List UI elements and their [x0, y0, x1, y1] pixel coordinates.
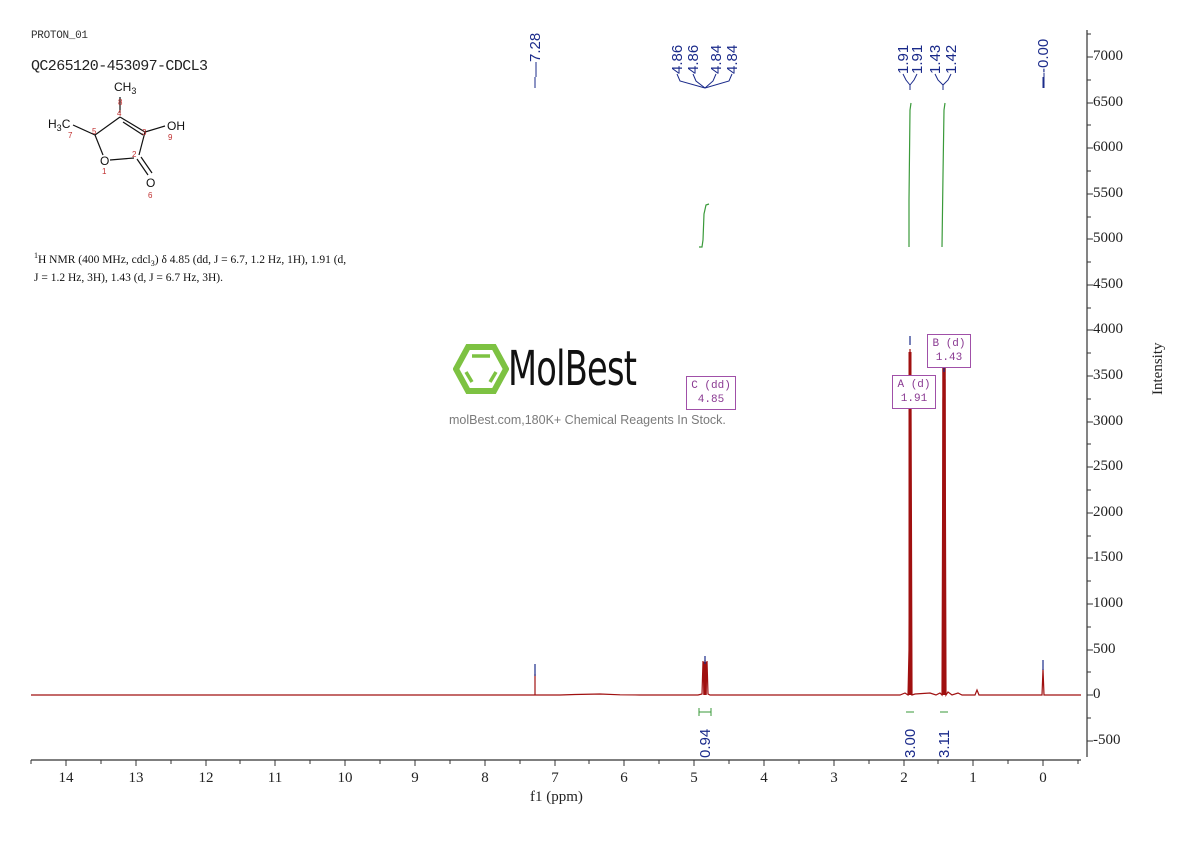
- y-tick-label: 7000: [1093, 48, 1123, 64]
- x-tick-label: 0: [1039, 770, 1047, 786]
- integral-label: 3.00: [902, 728, 919, 758]
- x-tick-label: 10: [337, 770, 353, 786]
- x-tick-label: 14: [58, 770, 74, 786]
- experiment-name: PROTON_01: [31, 30, 88, 42]
- isotope-superscript: 1: [34, 251, 38, 260]
- x-axis-ticks: [30, 760, 1079, 766]
- sample-id: QC265120-453097-CDCL3: [31, 58, 208, 75]
- x-axis-label: f1 (ppm): [530, 789, 583, 805]
- integral-label: 0.94: [697, 728, 714, 758]
- peak-markers: [534, 336, 1044, 676]
- peak-label: 4.84: [708, 44, 725, 74]
- x-tick-label: 2: [900, 770, 908, 786]
- y-tick-label: 6000: [1093, 139, 1123, 155]
- x-tick-label: 11: [267, 770, 283, 786]
- peak-label: 4.86: [685, 44, 702, 74]
- nmr-desc-part1: H NMR (400 MHz, cdcl: [38, 253, 151, 266]
- peak-label: 1.43: [927, 44, 944, 74]
- integral-curves: [699, 102, 946, 248]
- y-tick-label: 5000: [1093, 230, 1123, 246]
- watermark-brand: MolBest: [508, 341, 637, 397]
- integral-label: 3.11: [936, 729, 953, 758]
- peak-label: 4.84: [724, 44, 741, 74]
- svg-text:7: 7: [68, 131, 73, 140]
- nmr-description: 1H NMR (400 MHz, cdcl3) δ 4.85 (dd, J = …: [34, 248, 424, 286]
- x-tick-label: 3: [830, 770, 838, 786]
- spectrum-trace: [31, 348, 1081, 697]
- y-tick-label: 0: [1093, 686, 1101, 702]
- svg-text:O: O: [100, 154, 109, 168]
- nmr-desc-line2: J = 1.2 Hz, 3H), 1.43 (d, J = 6.7 Hz, 3H…: [34, 272, 223, 285]
- x-tick-label: 6: [620, 770, 628, 786]
- x-tick-label: 9: [411, 770, 419, 786]
- svg-text:O: O: [146, 176, 155, 190]
- y-axis-ticks: [1087, 33, 1093, 742]
- svg-text:CH3: CH3: [114, 80, 136, 96]
- nmr-desc-part2: ) δ 4.85 (dd, J = 6.7, 1.2 Hz, 1H), 1.91…: [154, 253, 347, 266]
- y-tick-label: 2000: [1093, 504, 1123, 520]
- y-tick-label: 6500: [1093, 94, 1123, 110]
- svg-text:H3C: H3C: [48, 117, 71, 133]
- y-tick-label: 3500: [1093, 367, 1123, 383]
- svg-text:OH: OH: [167, 119, 185, 133]
- watermark-tagline: molBest.com,180K+ Chemical Reagents In S…: [449, 413, 726, 427]
- x-tick-label: 5: [690, 770, 698, 786]
- x-tick-label: 4: [760, 770, 768, 786]
- y-tick-label: 1500: [1093, 549, 1123, 565]
- chemical-structure: CH3 H3C OH O O 8 7 5 4 3 9 1 2 6: [48, 80, 185, 200]
- svg-text:4: 4: [117, 109, 122, 118]
- y-tick-label: 2500: [1093, 458, 1123, 474]
- multiplet-box-b: B (d) 1.43: [927, 334, 971, 368]
- svg-text:2: 2: [132, 150, 137, 159]
- multiplet-box-c: C (dd) 4.85: [686, 376, 736, 410]
- y-tick-label: 4500: [1093, 276, 1123, 292]
- svg-text:1: 1: [102, 167, 107, 176]
- x-tick-label: 7: [551, 770, 559, 786]
- peak-label: 1.42: [943, 44, 960, 74]
- solvent-subscript: 3: [150, 259, 155, 269]
- y-tick-label: 4000: [1093, 321, 1123, 337]
- svg-text:3: 3: [142, 128, 147, 137]
- multiplet-box-a: A (d) 1.91: [892, 375, 936, 409]
- peak-label: 1.91: [909, 44, 926, 74]
- y-tick-label: 3000: [1093, 413, 1123, 429]
- peak-label-connectors: [534, 73, 1044, 90]
- x-tick-label: 8: [481, 770, 489, 786]
- peak-label: 4.86: [669, 44, 686, 74]
- y-tick-label: 500: [1093, 641, 1116, 657]
- svg-text:5: 5: [92, 127, 97, 136]
- svg-text:9: 9: [168, 133, 173, 142]
- integral-markers: [698, 708, 948, 716]
- peak-label: —-0.00: [1035, 38, 1052, 88]
- molbest-logo-icon: [453, 344, 509, 394]
- x-tick-label: 13: [128, 770, 144, 786]
- x-tick-label: 12: [198, 770, 214, 786]
- peak-label: —7.28: [527, 32, 544, 77]
- svg-text:8: 8: [118, 98, 123, 107]
- y-tick-label: -500: [1093, 732, 1121, 748]
- x-tick-label: 1: [969, 770, 977, 786]
- y-axis-label: Intensity: [1150, 342, 1166, 396]
- y-tick-label: 5500: [1093, 185, 1123, 201]
- y-tick-label: 1000: [1093, 595, 1123, 611]
- svg-text:6: 6: [148, 191, 153, 200]
